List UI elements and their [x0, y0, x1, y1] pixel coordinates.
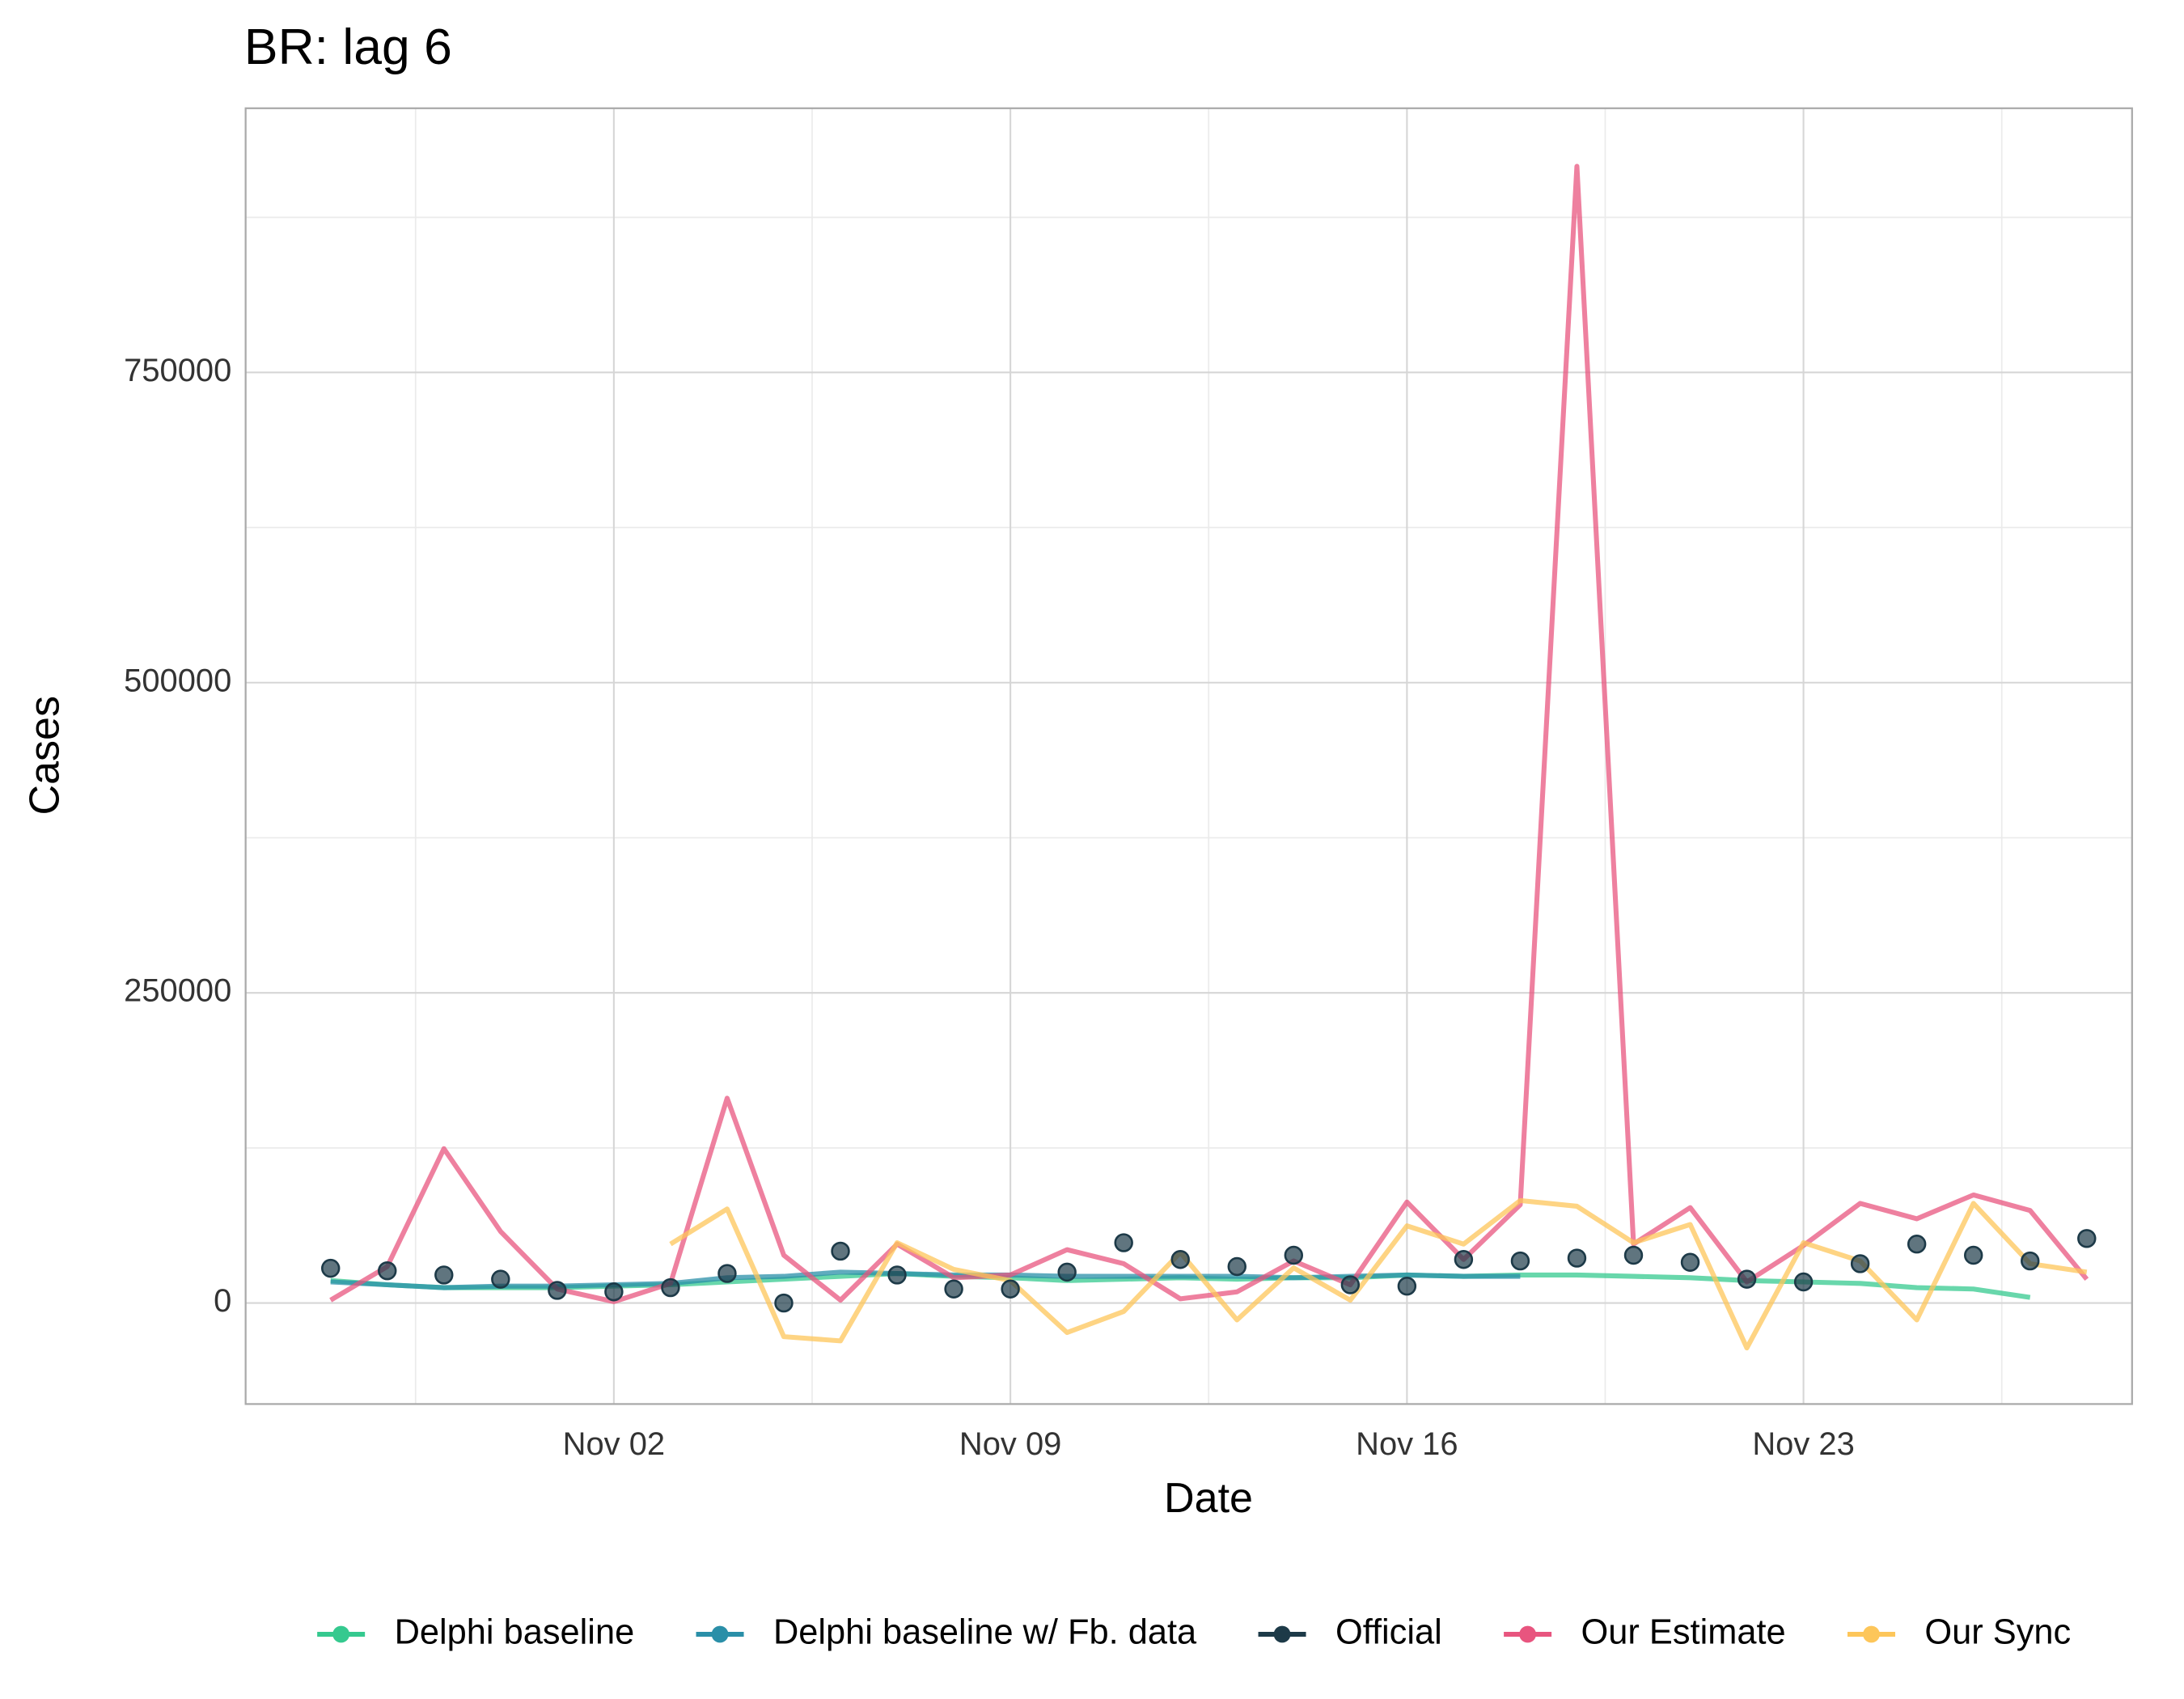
data-point [717, 1264, 737, 1283]
x-axis-label: Date [1164, 1475, 1253, 1522]
legend-key-point [332, 1625, 350, 1643]
data-point [2021, 1251, 2040, 1271]
data-point [604, 1282, 624, 1302]
data-point [944, 1279, 963, 1299]
data-point [1397, 1277, 1417, 1296]
legend-label: Delphi baseline [395, 1612, 635, 1651]
data-point [1737, 1269, 1757, 1289]
plot-background [245, 108, 2132, 1405]
y-tick-label: 500000 [124, 663, 231, 698]
legend-label: Delphi baseline w/ Fb. data [773, 1612, 1197, 1651]
chart-title: BR: lag 6 [244, 19, 452, 75]
x-tick-label: Nov 23 [1752, 1426, 1854, 1462]
data-point [1907, 1235, 1927, 1254]
data-point [831, 1241, 850, 1261]
legend-key-point [1863, 1625, 1880, 1643]
data-point [378, 1260, 397, 1281]
data-point [1850, 1254, 1870, 1273]
legend-key-point [711, 1625, 729, 1643]
y-tick-label: 250000 [124, 973, 231, 1009]
data-point [774, 1293, 794, 1313]
plot-border [244, 107, 2133, 1405]
series-line [329, 163, 2089, 1304]
x-tick-label: Nov 02 [563, 1426, 665, 1462]
data-point [1510, 1251, 1530, 1271]
y-axis-label: Cases [22, 696, 69, 816]
data-point [661, 1277, 680, 1298]
data-point [491, 1269, 510, 1289]
data-point [1963, 1245, 1983, 1265]
data-point [2077, 1229, 2097, 1248]
data-point [1454, 1250, 1474, 1269]
data-point [1567, 1248, 1587, 1268]
data-point [434, 1265, 454, 1285]
data-point [1170, 1250, 1190, 1269]
series-line [669, 1197, 2088, 1351]
x-tick-label: Nov 16 [1356, 1426, 1458, 1462]
data-point [1680, 1252, 1700, 1272]
legend-label: Our Sync [1924, 1612, 2071, 1651]
data-point [1340, 1275, 1361, 1294]
data-point [548, 1281, 567, 1300]
data-point [1114, 1233, 1133, 1252]
legend-label: Our Estimate [1581, 1612, 1786, 1651]
x-tick-label: Nov 09 [959, 1426, 1061, 1462]
y-tick-label: 750000 [124, 353, 231, 388]
data-point [1284, 1245, 1304, 1265]
data-point [321, 1258, 341, 1278]
series-line [330, 1269, 1521, 1290]
legend-key-point [1273, 1625, 1291, 1643]
data-point [887, 1265, 907, 1285]
data-point [1623, 1245, 1644, 1265]
data-point [1227, 1256, 1246, 1277]
legend-key-point [1519, 1625, 1537, 1643]
y-tick-label: 0 [214, 1283, 231, 1319]
legend: Delphi baseline Delphi baseline w/ Fb. da… [317, 1612, 2071, 1651]
data-point [1793, 1272, 1814, 1292]
data-point [1001, 1279, 1020, 1299]
data-point [1057, 1262, 1077, 1282]
legend-label: Official [1335, 1612, 1442, 1651]
